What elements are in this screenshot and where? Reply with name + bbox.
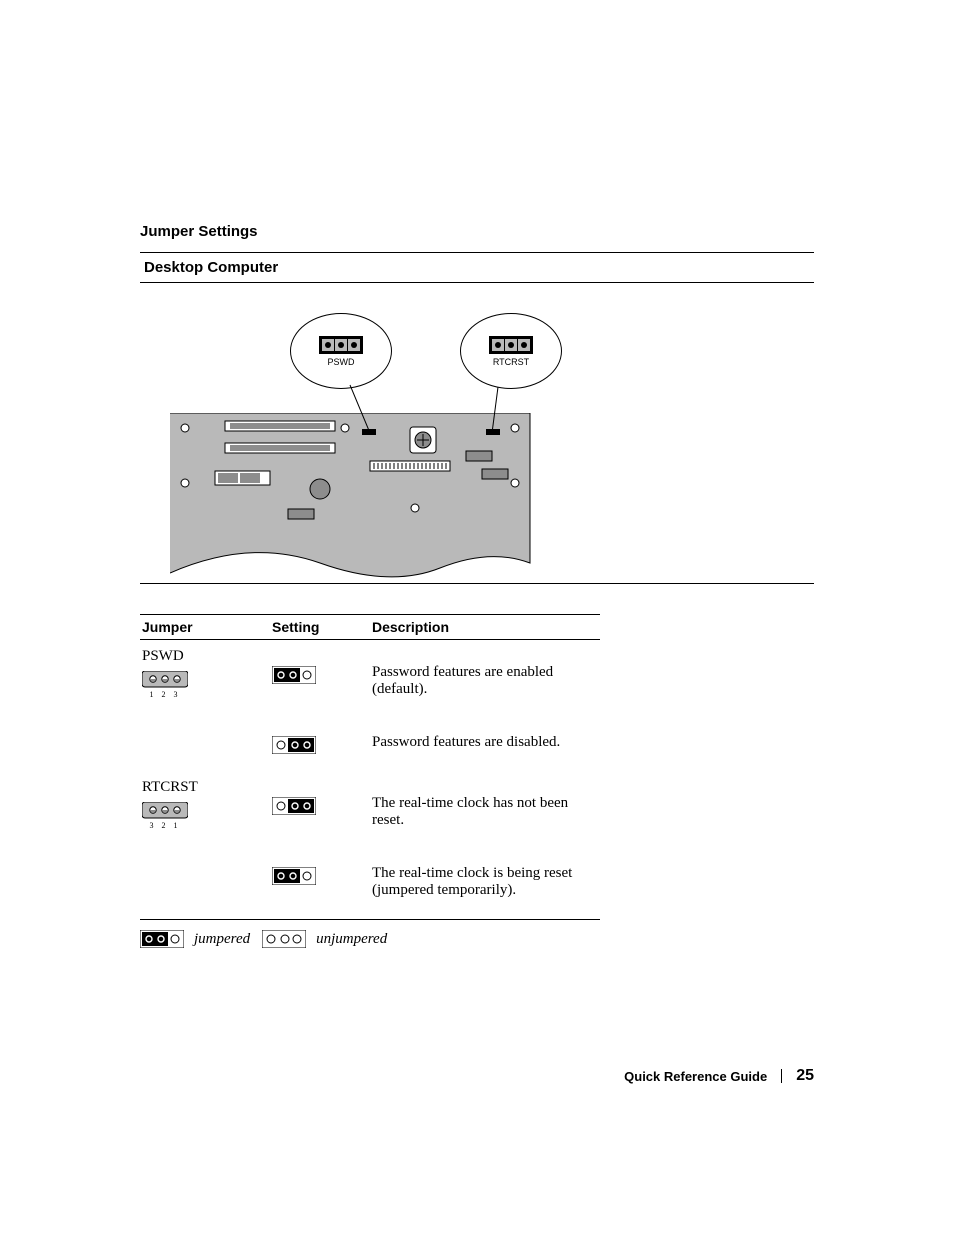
callout-pswd: PSWD	[290, 313, 392, 389]
callout-pswd-label: PSWD	[328, 357, 355, 367]
cell-jumper	[140, 855, 270, 919]
cell-description: Password features are enabled (default).	[370, 640, 600, 725]
motherboard-illustration	[170, 413, 550, 583]
legend-unjumpered-icon	[262, 930, 306, 948]
th-jumper: Jumper	[140, 615, 270, 640]
jumper-table: Jumper Setting Description PSWD 1 2 3 Pa…	[140, 614, 600, 919]
table-row: Password features are disabled.	[140, 724, 600, 771]
rule-under-table	[140, 919, 600, 920]
legend: jumpered unjumpered	[140, 926, 814, 952]
legend-unjumpered-label: unjumpered	[316, 931, 387, 948]
rule-under-figure	[140, 583, 814, 584]
cell-jumper: RTCRST 3 2 1	[140, 771, 270, 855]
cell-jumper	[140, 724, 270, 771]
cell-setting	[270, 771, 370, 855]
callout-rtcrst-label: RTCRST	[493, 357, 529, 367]
figure-area: PSWD RTCRST	[140, 283, 814, 583]
page-footer: Quick Reference Guide 25	[624, 1067, 814, 1085]
th-setting: Setting	[270, 615, 370, 640]
subhead-desktop: Desktop Computer	[144, 259, 278, 276]
cell-description: The real-time clock has not been reset.	[370, 771, 600, 855]
table-row: PSWD 1 2 3 Password features are enabled…	[140, 640, 600, 725]
footer-page-number: 25	[796, 1067, 814, 1085]
table-row: RTCRST 3 2 1 The real-time clock has not…	[140, 771, 600, 855]
cell-description: Password features are disabled.	[370, 724, 600, 771]
callout-rtcrst: RTCRST	[460, 313, 562, 389]
table-row: The real-time clock is being reset (jump…	[140, 855, 600, 919]
cell-description: The real-time clock is being reset (jump…	[370, 855, 600, 919]
legend-jumpered-icon	[140, 930, 184, 948]
th-description: Description	[370, 615, 600, 640]
legend-jumpered-label: jumpered	[194, 931, 250, 948]
jumper-icon	[319, 336, 363, 354]
cell-setting	[270, 855, 370, 919]
jumper-icon	[489, 336, 533, 354]
footer-sep	[781, 1069, 782, 1083]
footer-guide: Quick Reference Guide	[624, 1069, 767, 1084]
cell-setting	[270, 640, 370, 725]
section-title: Jumper Settings	[140, 223, 814, 240]
cell-jumper: PSWD 1 2 3	[140, 640, 270, 725]
cell-setting	[270, 724, 370, 771]
